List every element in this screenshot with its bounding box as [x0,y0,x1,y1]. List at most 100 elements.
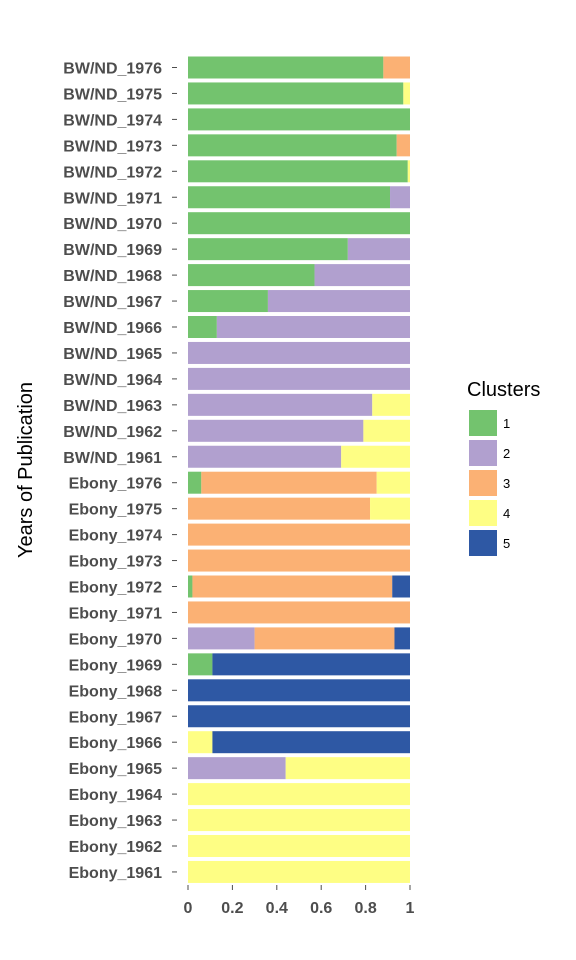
y-tick-label: Ebony_1969 [69,657,162,674]
y-tick-label: Ebony_1968 [69,683,162,700]
bar-segment-Ebony_1962-cluster-4 [188,835,410,857]
bar-segment-BW/ND_1961-cluster-4 [341,445,410,468]
y-tick-label: Ebony_1961 [69,865,162,882]
bar-segment-Ebony_1976-cluster-1 [188,471,202,494]
bar-segment-Ebony_1976-cluster-4 [376,471,410,494]
bar-segment-Ebony_1968-cluster-5 [188,679,410,702]
bar-segment-BW/ND_1968-cluster-1 [188,264,315,287]
bar-segment-BW/ND_1969-cluster-2 [347,238,410,261]
bar-segment-BW/ND_1970-cluster-1 [188,212,410,235]
x-tick-label: 0.2 [221,900,243,917]
legend-title: Clusters [467,379,540,401]
y-tick-label: Ebony_1975 [69,502,162,519]
bar-segment-BW/ND_1967-cluster-1 [188,290,268,313]
bar-segment-Ebony_1966-cluster-5 [212,731,410,754]
legend-label-cluster-4: 4 [503,506,510,521]
bar-segment-Ebony_1972-cluster-5 [392,575,410,598]
bar-segment-BW/ND_1969-cluster-1 [188,238,348,261]
y-tick-label: Ebony_1964 [69,787,162,804]
y-axis-title: Years of Publication [15,382,37,558]
bar-segment-BW/ND_1971-cluster-1 [188,186,391,209]
x-tick-label: 0.8 [354,900,376,917]
y-tick-label: BW/ND_1961 [63,450,162,467]
bar-segment-BW/ND_1964-cluster-2 [188,367,410,390]
bars-group [188,56,410,883]
bar-segment-BW/ND_1967-cluster-2 [267,290,410,313]
x-tick-label: 0.4 [266,900,288,917]
y-tick-label: BW/ND_1972 [63,164,162,181]
y-axis: BW/ND_1976 BW/ND_1975 BW/ND_1974 BW/ND_1973… [63,61,177,882]
y-tick-label: Ebony_1976 [69,476,162,493]
y-tick-label: Ebony_1974 [69,528,162,545]
legend-items: 1 2 3 4 5 [469,410,510,556]
y-tick-label: BW/ND_1970 [63,216,162,233]
bar-segment-BW/ND_1975-cluster-4 [403,82,410,105]
bar-segment-BW/ND_1961-cluster-2 [188,445,342,468]
y-tick-label: BW/ND_1966 [63,320,162,337]
bar-segment-BW/ND_1966-cluster-1 [188,316,217,338]
legend-label-cluster-5: 5 [503,536,510,551]
bar-segment-BW/ND_1976-cluster-3 [383,56,410,79]
bar-segment-Ebony_1972-cluster-3 [192,575,393,598]
legend-swatch-cluster-4 [469,500,497,526]
bar-segment-BW/ND_1972-cluster-1 [188,160,408,183]
bar-segment-BW/ND_1976-cluster-1 [188,56,384,79]
bar-segment-BW/ND_1963-cluster-2 [188,393,373,416]
y-tick-label: Ebony_1971 [69,605,162,622]
bar-segment-BW/ND_1972-cluster-4 [407,160,410,183]
bar-segment-Ebony_1966-cluster-4 [188,731,213,754]
y-tick-label: Ebony_1970 [69,631,162,648]
y-tick-label: Ebony_1967 [69,709,162,726]
bar-segment-BW/ND_1968-cluster-2 [314,264,410,287]
bar-segment-BW/ND_1963-cluster-4 [372,393,410,416]
y-tick-label: Ebony_1962 [69,839,162,856]
bar-segment-Ebony_1970-cluster-5 [394,627,410,650]
y-tick-label: BW/ND_1976 [63,61,162,78]
bar-segment-Ebony_1974-cluster-3 [188,523,410,546]
legend-swatch-cluster-2 [469,440,497,466]
y-tick-label: BW/ND_1968 [63,268,162,285]
y-tick-label: BW/ND_1963 [63,398,162,415]
bar-segment-BW/ND_1966-cluster-2 [216,316,410,338]
y-tick-label: BW/ND_1969 [63,242,162,259]
y-tick-label: Ebony_1963 [69,813,162,830]
bar-segment-Ebony_1969-cluster-5 [212,653,410,676]
y-tick-label: Ebony_1972 [69,580,162,597]
y-tick-label: BW/ND_1965 [63,346,162,363]
bar-segment-Ebony_1970-cluster-2 [188,627,255,650]
y-tick-label: BW/ND_1964 [63,372,162,389]
y-tick-label: BW/ND_1971 [63,190,162,207]
y-tick-label: Ebony_1966 [69,735,162,752]
bar-segment-BW/ND_1973-cluster-3 [396,134,410,157]
bar-segment-BW/ND_1965-cluster-2 [188,341,410,364]
legend-swatch-cluster-5 [469,530,497,556]
bar-segment-Ebony_1970-cluster-3 [254,627,395,650]
bar-segment-Ebony_1969-cluster-1 [188,653,213,676]
legend-label-cluster-2: 2 [503,446,510,461]
bar-segment-BW/ND_1962-cluster-2 [188,419,364,442]
bar-segment-Ebony_1973-cluster-3 [188,549,410,572]
y-tick-label: Ebony_1973 [69,554,162,571]
x-axis: 0 0.2 0.4 0.6 0.8 1 [184,885,415,917]
bar-segment-BW/ND_1962-cluster-4 [363,419,410,442]
y-tick-label: BW/ND_1962 [63,424,162,441]
x-tick-label: 0.6 [310,900,332,917]
legend: Clusters 1 2 3 4 5 [467,379,540,556]
bar-segment-Ebony_1965-cluster-2 [188,757,286,780]
x-tick-label: 1 [406,900,415,917]
bar-segment-Ebony_1965-cluster-4 [285,757,410,780]
bar-segment-Ebony_1975-cluster-3 [188,497,371,520]
bar-segment-Ebony_1975-cluster-4 [370,497,410,520]
bar-segment-BW/ND_1971-cluster-2 [390,186,410,209]
bar-segment-Ebony_1976-cluster-3 [201,471,377,494]
bar-segment-Ebony_1963-cluster-4 [188,809,410,832]
bar-segment-BW/ND_1973-cluster-1 [188,134,397,157]
bar-segment-BW/ND_1974-cluster-1 [188,108,410,131]
bar-segment-Ebony_1964-cluster-4 [188,783,410,806]
bar-segment-BW/ND_1975-cluster-1 [188,82,404,105]
bar-segment-Ebony_1961-cluster-4 [188,860,410,883]
legend-label-cluster-1: 1 [503,416,510,431]
legend-swatch-cluster-3 [469,470,497,496]
legend-swatch-cluster-1 [469,410,497,436]
